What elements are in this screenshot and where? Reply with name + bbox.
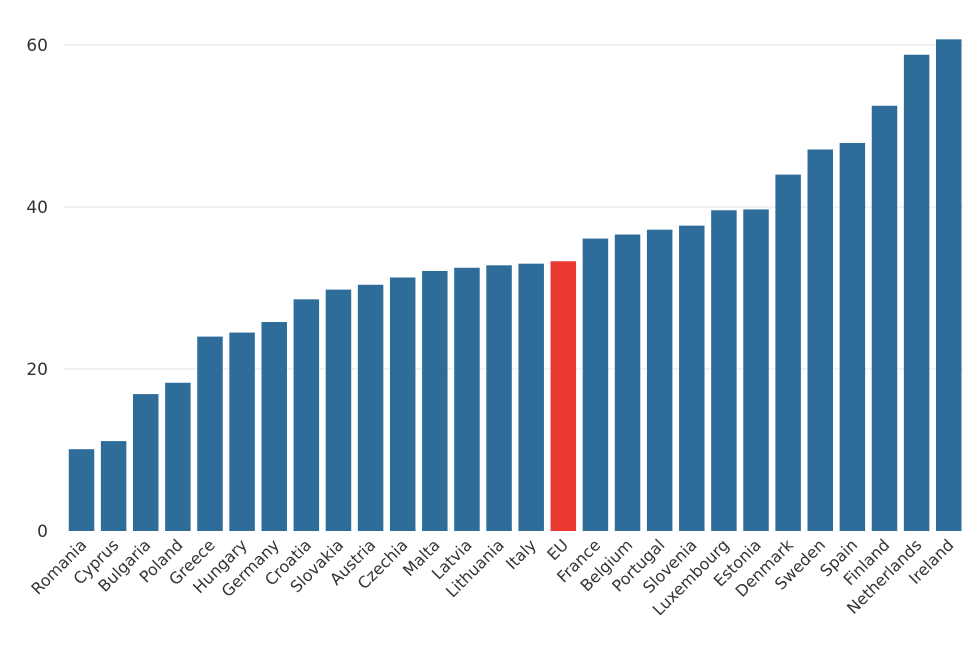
bar-belgium bbox=[614, 234, 641, 532]
y-tick-label: 60 bbox=[26, 36, 48, 56]
bar-czechia bbox=[389, 277, 416, 531]
bar-france bbox=[582, 238, 609, 531]
bar-slovakia bbox=[325, 289, 352, 531]
bar-finland bbox=[871, 105, 898, 531]
y-tick-label: 20 bbox=[26, 360, 48, 380]
bar-denmark bbox=[775, 174, 801, 531]
bars bbox=[68, 39, 962, 532]
bar-bulgaria bbox=[132, 394, 159, 531]
bar-sweden bbox=[807, 149, 834, 532]
bar-croatia bbox=[293, 299, 320, 531]
y-axis-tick-labels: 0 20 40 60 bbox=[26, 36, 48, 542]
bar-austria bbox=[357, 284, 384, 531]
bar-romania bbox=[68, 449, 95, 531]
bar-germany bbox=[261, 322, 287, 531]
bar-luxembourg bbox=[711, 210, 737, 532]
bar-latvia bbox=[454, 267, 480, 531]
bar-italy bbox=[518, 263, 544, 531]
bar-lithuania bbox=[486, 265, 512, 531]
bar-malta bbox=[422, 270, 448, 531]
bar-ireland bbox=[935, 39, 962, 531]
x-axis-category-labels: RomaniaCyprusBulgariaPolandGreeceHungary… bbox=[27, 535, 957, 619]
bar-estonia bbox=[743, 209, 769, 531]
bar-hungary bbox=[229, 332, 255, 531]
bar-cyprus bbox=[100, 441, 127, 531]
bar-greece bbox=[197, 336, 223, 531]
x-category-label: Italy bbox=[502, 535, 540, 573]
y-tick-label: 0 bbox=[37, 522, 48, 542]
bar-portugal bbox=[646, 229, 673, 531]
y-tick-label: 40 bbox=[26, 198, 48, 218]
bar-netherlands bbox=[903, 54, 930, 531]
bar-eu bbox=[550, 261, 577, 531]
bar-poland bbox=[165, 382, 191, 531]
bar-slovenia bbox=[679, 225, 705, 531]
bar-spain bbox=[839, 143, 866, 531]
